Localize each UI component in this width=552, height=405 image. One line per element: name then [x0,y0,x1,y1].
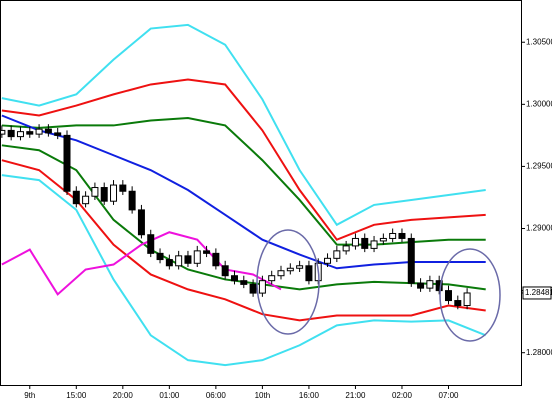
candle-body [463,292,471,307]
x-tick-label: 21:00 [345,391,366,400]
candle-body [324,257,332,264]
x-tick-label: 10th [255,391,271,400]
candle-body [175,255,183,267]
candle-body [342,245,350,252]
y-tick-label: 1.30500 [526,37,552,46]
candle-body [54,132,62,136]
candle-body [26,131,34,135]
candle-body [165,259,173,267]
indicator-line [1,174,487,367]
plot-frame [0,0,522,386]
candle-body [277,270,285,277]
candle-body [296,265,304,269]
candle-body [7,129,15,138]
x-tick-label: 9th [24,391,35,400]
candle-body [110,184,118,202]
candle-body [72,190,80,205]
candle-body [193,250,201,264]
candle-body [100,187,108,202]
candle-body [63,134,71,192]
y-tick-label: 1.29500 [526,162,552,171]
candle-body [249,283,257,294]
candle-body [0,129,6,135]
candle-body [91,187,99,197]
candle-body [212,252,220,267]
candle-body [258,280,266,294]
candle-body [407,237,415,284]
plot-area [0,23,487,367]
candle-body [351,237,359,247]
candle-body [147,234,155,254]
candle-body [82,195,90,205]
candle-body [203,250,211,254]
indicator-line [1,159,486,322]
candle-body [435,280,443,292]
candle-body [156,252,164,261]
last-price-label: 1.28481 [525,288,552,297]
candle-body [119,184,127,192]
x-tick-label: 15:00 [66,391,87,400]
candle-body [184,255,192,264]
candle-body [16,131,24,138]
last-price-box [522,286,552,300]
indicator-line [1,78,486,241]
indicator-line [1,114,486,270]
x-tick-label: 02:00 [392,391,413,400]
candle-body [128,190,136,211]
candle-body [379,237,387,242]
candle-body [454,300,462,307]
x-tick-label: 06:00 [206,391,227,400]
x-tick-label: 20:00 [113,391,134,400]
x-tick-label: 16:00 [299,391,320,400]
candle-body [35,128,43,135]
annotation-ellipse [439,248,501,342]
candle-body [370,240,378,249]
candle-body [286,267,294,272]
candle-body [137,209,145,236]
candle-body [417,282,425,289]
indicator-line [1,116,486,246]
candle-body [333,250,341,259]
indicator-line [1,23,486,227]
candle-body [389,232,397,239]
x-tick-label: 07:00 [438,391,459,400]
candle-body [44,128,52,134]
y-tick-label: 1.29000 [526,224,552,233]
candle-body [361,237,369,249]
y-tick-label: 1.30000 [526,99,552,108]
candle-body [426,280,434,289]
annotation-ellipse [256,229,320,335]
candle-body [221,265,229,277]
x-tick-label: 01:00 [159,391,180,400]
candle-body [268,275,276,282]
candle-body [398,232,406,239]
candle-body [240,280,248,285]
candle-body [444,290,452,302]
y-tick-label: 1.28000 [526,348,552,357]
candle-body [230,275,238,282]
candle-body [305,265,313,282]
